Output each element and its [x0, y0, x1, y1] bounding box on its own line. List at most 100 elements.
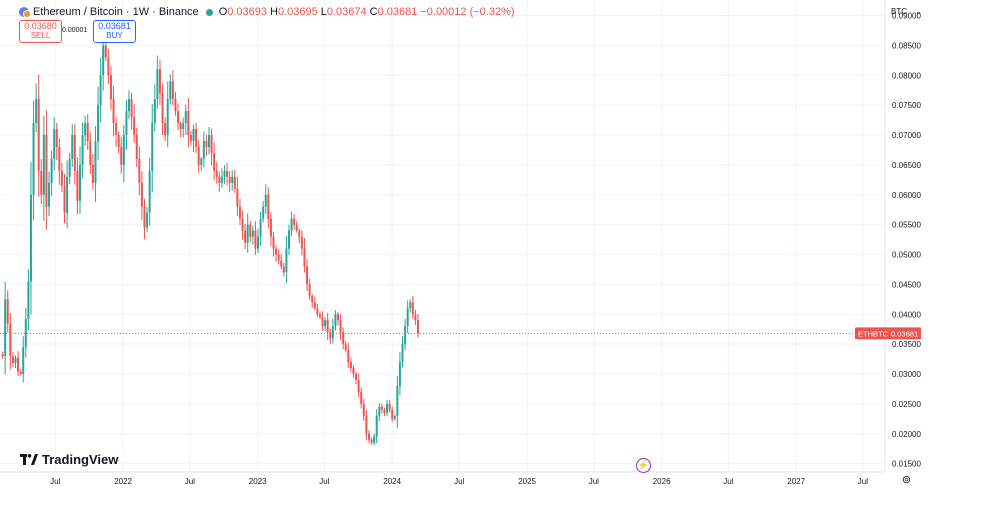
buy-price: 0.03681 [98, 21, 131, 31]
candle-body [32, 123, 35, 195]
sell-price: 0.03680 [24, 21, 57, 31]
candle-body [197, 146, 200, 165]
candle-body [73, 135, 76, 171]
candle-body [300, 236, 303, 249]
candle-body [35, 99, 38, 124]
price-axis[interactable]: 0.09000 0.08500 0.08000 0.07500 0.07000 0.065… [892, 12, 921, 469]
currency-selector[interactable]: BTC ⌄ [888, 4, 925, 19]
candle-body [406, 308, 409, 327]
grid-lines [0, 0, 885, 472]
candle-body [189, 135, 192, 142]
candle-body [207, 135, 210, 147]
candle-body [329, 332, 332, 339]
candle-body [27, 281, 30, 320]
candle-body [290, 218, 293, 231]
candle-body [133, 117, 136, 136]
candle-body [275, 248, 278, 255]
candle-body [228, 176, 231, 183]
candle-body [107, 57, 110, 76]
candle-body [213, 152, 216, 171]
candle-body [112, 99, 115, 124]
candle-body [360, 391, 363, 404]
price-axis-tick: 0.06000 [892, 191, 921, 200]
candle-body [334, 314, 337, 327]
price-axis-tick: 0.06500 [892, 161, 921, 170]
candle-body [321, 317, 324, 327]
candle-body [81, 135, 84, 165]
candle-body [182, 123, 185, 130]
candle-body [215, 170, 218, 177]
candle-body [277, 254, 280, 261]
candle-body [380, 406, 383, 410]
candle-body [71, 135, 74, 159]
candle-body [78, 164, 81, 201]
candle-body [169, 81, 172, 100]
time-axis-tick: 2022 [114, 477, 132, 486]
candle-body [378, 406, 381, 416]
time-axis-tick: Jul [723, 477, 733, 486]
candle-body [156, 69, 159, 100]
candle-body [298, 230, 301, 237]
close-label: C [369, 6, 378, 18]
candle-body [40, 170, 43, 195]
candle-body [37, 99, 40, 171]
candle-body [272, 236, 275, 249]
tradingview-watermark[interactable]: TradingView [20, 452, 118, 467]
candle-body [391, 409, 394, 419]
candle-body [140, 182, 143, 207]
high-value: 0.03695 [277, 6, 318, 18]
candle-body [220, 176, 223, 183]
candle-body [352, 368, 355, 375]
candle-body [125, 111, 128, 136]
low-label: L [320, 6, 327, 18]
lightning-icon[interactable]: ⚡ [636, 458, 651, 473]
symbol-legend[interactable]: Ethereum / Bitcoin · 1W · Binance O 0.036… [19, 4, 518, 20]
candle-body [210, 135, 213, 153]
buy-label: BUY [106, 31, 123, 40]
symbol-title[interactable]: Ethereum / Bitcoin · 1W · Binance [33, 6, 199, 18]
candle-body [267, 194, 270, 219]
candle-body [233, 176, 236, 189]
candle-body [202, 141, 205, 159]
candle-body [68, 158, 71, 177]
candle-body [6, 299, 9, 324]
candle-body [383, 409, 386, 413]
currency-label: BTC [891, 7, 907, 16]
candle-body [287, 230, 290, 249]
candle-body [130, 99, 133, 118]
spread-value: 0.00001 [62, 27, 88, 34]
time-axis-tick: Jul [319, 477, 329, 486]
candle-body [293, 218, 296, 225]
settings-icon[interactable]: ⊚ [901, 474, 912, 486]
candle-body [357, 379, 360, 392]
candle-body [63, 185, 66, 213]
price-axis-tick: 0.01500 [892, 460, 921, 469]
candle-body [269, 218, 272, 237]
candle-body [416, 320, 419, 334]
price-axis-tick: 0.04000 [892, 310, 921, 319]
price-axis-tick: 0.08000 [892, 71, 921, 80]
candle-body [177, 111, 180, 124]
chevron-down-icon: ⌄ [915, 7, 922, 16]
time-axis[interactable]: Jul 2022 Jul 2023 Jul 2024 Jul 2025 Jul 2026 Jul 20… [50, 477, 868, 486]
candle-body [200, 158, 203, 165]
candle-body [259, 218, 262, 237]
candle-body [324, 320, 327, 327]
candle-body [231, 176, 234, 183]
candle-body [236, 188, 239, 207]
candle-body [262, 206, 265, 219]
candle-body [280, 260, 283, 267]
watermark-text: TradingView [42, 452, 119, 467]
change-value: −0.00012 (−0.32%) [420, 6, 515, 18]
price-axis-tick: 0.09000 [892, 12, 921, 21]
candle-body [14, 357, 17, 364]
low-value: 0.03674 [326, 6, 367, 18]
candle-body [344, 344, 347, 351]
time-axis-tick: Jul [454, 477, 464, 486]
sell-button[interactable]: 0.03680 SELL [19, 20, 62, 43]
price-axis-tick: 0.08500 [892, 41, 921, 50]
candle-body [66, 176, 69, 213]
buy-button[interactable]: 0.03681 BUY [93, 20, 136, 43]
candle-body [161, 93, 164, 124]
